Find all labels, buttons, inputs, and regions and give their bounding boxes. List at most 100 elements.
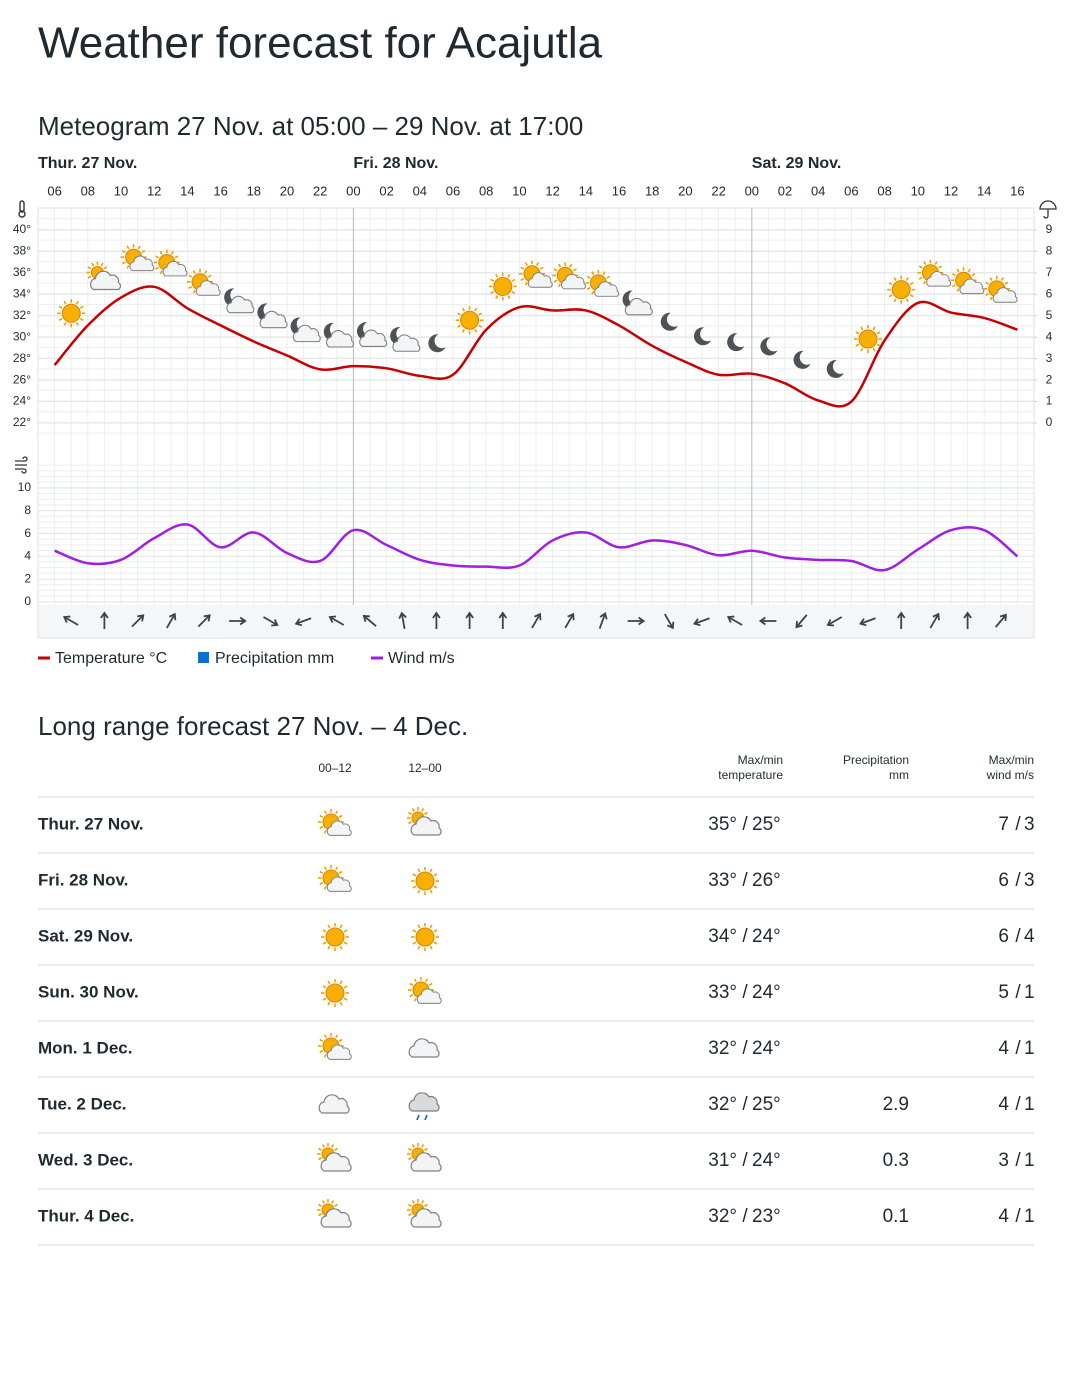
wind-icon [15,456,28,474]
precipitation: 2.9 [883,1094,909,1115]
sun-ray [408,1147,412,1151]
cloud [527,272,553,288]
column-header: temperature [718,768,783,782]
wind-tick-label: 2 [24,571,31,585]
wind-tick-label: 6 [24,526,31,540]
x-tick-label: 02 [379,183,393,198]
weather-icon [187,268,221,296]
y2-tick-label: 6 [1046,287,1053,301]
sun-ray [327,1001,331,1006]
sun-ray [411,1200,415,1204]
sun-ray [888,294,893,298]
legend-label: Temperature °C [55,650,167,667]
weather-icon [622,290,653,316]
sun-ray [876,343,881,347]
temp-max: 34° [708,926,737,947]
x-tick-label: 06 [47,183,61,198]
sun-ray [918,265,923,269]
weather-icon [411,923,439,951]
sun-ray [327,924,331,929]
sun-disc [493,276,513,296]
sun-ray [909,294,914,298]
temp-min: 26° [752,870,781,891]
wind-max: 4 [998,1206,1009,1227]
cloud [624,297,653,316]
sun-ray [417,868,421,873]
sun-ray [971,273,976,277]
sun-ray [335,810,339,815]
x-tick-label: 08 [81,183,95,198]
moon [760,337,778,356]
separator: / [742,982,748,1003]
sun-ray [429,889,433,894]
sun-ray [495,273,499,278]
wind-arrow [531,612,542,629]
sun-ray [573,268,577,272]
sun-ray [338,1038,343,1042]
sun-ray [87,275,92,279]
cloud [320,1152,352,1172]
column-header: 00–12 [318,761,352,775]
sun-ray [192,270,196,275]
temp-max: 32° [708,1038,737,1059]
sun-ray [989,296,993,301]
sun-ray [520,266,525,270]
cloud [926,271,952,287]
day-name: Sat. 29 Nov. [38,926,133,945]
cloud [89,270,122,291]
wind-arrow [627,616,646,626]
sun-ray [989,277,993,281]
sun-ray [433,885,438,889]
sun-ray [322,985,327,989]
sun-ray [75,321,79,326]
y-tick-label: 30° [13,329,31,343]
sun-disc [415,927,435,947]
wind-arrow [398,611,407,630]
column-header: wind m/s [986,768,1034,782]
moon [428,334,446,353]
sun-ray [511,278,516,282]
wind-max: 4 [998,1038,1009,1059]
temp-max: 33° [708,870,737,891]
x-tick-label: 20 [280,183,294,198]
legend-swatch [198,652,209,663]
wind-min: 1 [1024,1094,1035,1115]
cloud [410,1208,442,1228]
sun-ray [553,279,558,283]
sun-ray [417,889,421,894]
x-tick-label: 12 [944,183,958,198]
sun-ray [909,281,914,286]
sun-ray [413,997,417,1002]
sun-ray [204,270,208,275]
x-tick-label: 20 [678,183,692,198]
sun-ray [334,1203,338,1207]
sun-ray [558,263,562,268]
temp-min: 25° [752,1094,781,1115]
separator: / [742,870,748,891]
moon [356,322,374,341]
day-label: Thur. 27 Nov. [38,155,137,172]
precipitation: 0.1 [883,1206,909,1227]
sun-ray [141,249,146,254]
sun-ray [985,292,989,297]
wind-arrow [826,616,843,627]
x-tick-label: 16 [213,183,227,198]
separator: / [1015,1038,1021,1059]
weather-icon [318,1033,352,1060]
sun-ray [319,870,324,874]
wind-max: 7 [998,814,1009,835]
cloud [410,1152,442,1172]
sun-ray [334,1147,338,1151]
sun-ray [327,980,331,985]
sun-ray [860,347,864,352]
x-tick-label: 02 [778,183,792,198]
separator: / [1015,1094,1021,1115]
sun-ray [425,978,429,983]
sun-ray [524,281,528,286]
sun-ray [188,274,193,278]
wind-arrow [795,614,808,629]
y-tick-label: 34° [13,287,31,301]
weather-icon [321,923,349,951]
x-tick-label: 00 [745,183,759,198]
sun-ray [100,262,104,267]
